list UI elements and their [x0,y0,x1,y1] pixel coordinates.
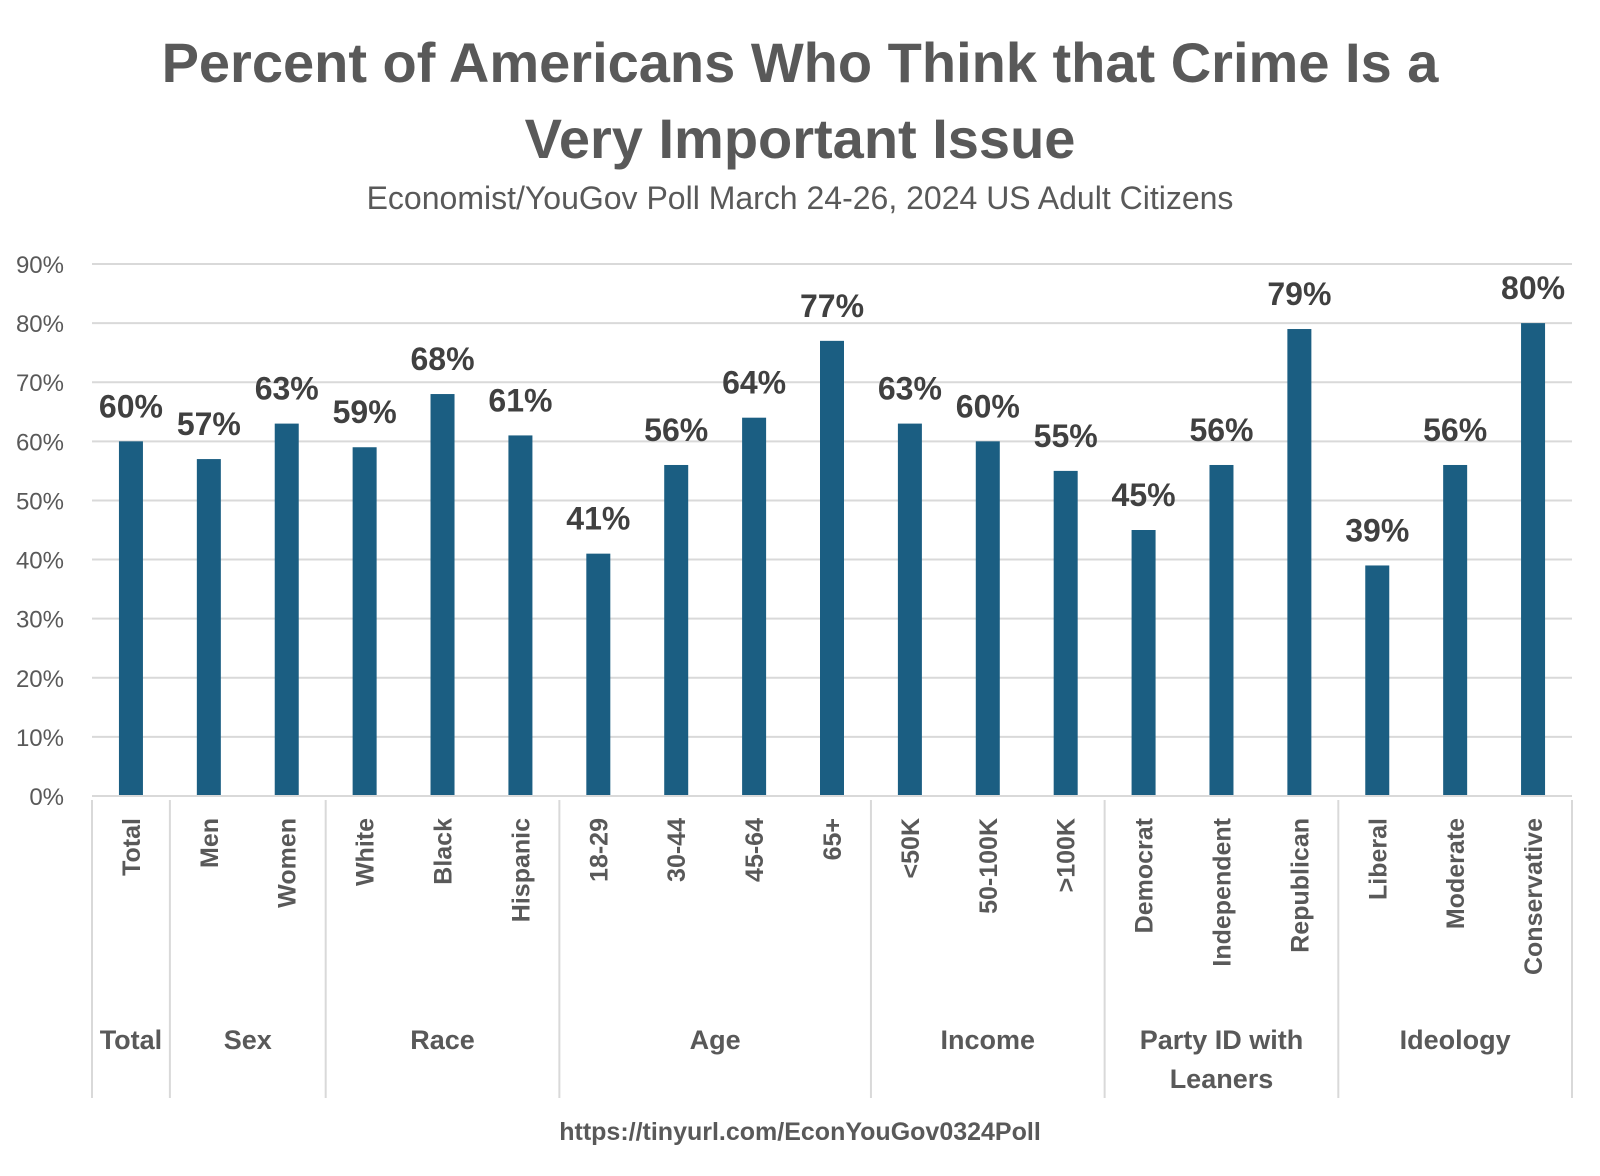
x-tick-label: <50K [897,818,925,878]
x-tick-label: Democrat [1131,817,1159,933]
bar [1365,565,1390,796]
group-label: Total [100,1025,163,1055]
bar [1443,464,1468,796]
y-tick-label: 50% [16,488,64,515]
data-label: 77% [800,288,864,324]
data-label: 61% [488,382,552,418]
data-label: 63% [878,371,942,407]
x-tick-label: 50-100K [975,818,1003,914]
y-tick-label: 0% [29,784,64,811]
group-label: Race [410,1025,475,1055]
data-label: 55% [1034,418,1098,454]
data-label: 80% [1501,270,1565,306]
chart-subtitle: Economist/YouGov Poll March 24-26, 2024 … [366,180,1234,216]
x-tick-label: Men [196,818,224,868]
bar [430,394,455,796]
data-label: 41% [566,501,630,537]
y-tick-label: 70% [16,370,64,397]
bar [118,441,143,796]
bar [1053,470,1078,796]
bar [508,435,533,796]
x-tick-label: Hispanic [507,818,535,922]
x-tick-label: 65+ [819,818,847,860]
bar [897,423,922,796]
x-tick-label: 18-29 [585,818,613,882]
x-tick-label: Independent [1208,817,1236,966]
bar [742,417,767,796]
x-tick-label: Black [430,818,458,885]
group-label: Income [941,1025,1036,1055]
chart-title-line-2: Very Important Issue [524,107,1076,170]
source-link: https://tinyurl.com/EconYouGov0324Poll [559,1118,1041,1146]
x-tick-label: Total [118,818,146,876]
x-tick-label: Moderate [1442,818,1470,929]
data-label: 45% [1112,477,1176,513]
x-tick-label: Republican [1286,818,1314,953]
x-tick-label: >100K [1053,818,1081,892]
data-label: 56% [1189,412,1253,448]
group-label: Sex [224,1025,272,1055]
x-tick-label: White [352,818,380,886]
data-label: 63% [255,371,319,407]
bar [820,340,844,796]
bar [1209,464,1234,796]
bar [352,447,377,796]
bar [196,459,221,796]
data-label: 56% [644,412,708,448]
data-label: 57% [177,406,241,442]
data-label: 39% [1345,512,1409,548]
bar [975,441,1000,796]
x-tick-label: Conservative [1520,818,1548,975]
data-label: 60% [99,388,163,424]
y-tick-label: 10% [16,725,64,752]
data-label: 56% [1423,412,1487,448]
bar [274,423,299,796]
x-tick-label: Women [274,818,302,908]
x-tick-label: Liberal [1364,818,1392,900]
x-tick-label: 30-44 [663,818,691,882]
y-tick-label: 40% [16,548,64,575]
bar [1521,323,1546,796]
x-tick-label: 45-64 [741,818,769,882]
bar [1131,530,1156,796]
data-label: 60% [956,388,1020,424]
bar [664,464,689,796]
y-tick-label: 20% [16,666,64,693]
y-tick-label: 80% [16,311,64,338]
data-label: 68% [411,341,475,377]
group-label: Party ID with [1140,1025,1304,1055]
y-tick-label: 60% [16,429,64,456]
data-label: 64% [722,365,786,401]
group-label: Leaners [1170,1064,1274,1094]
data-label: 79% [1267,276,1331,312]
bar [586,553,611,796]
chart-title-line-1: Percent of Americans Who Think that Crim… [161,31,1439,94]
group-label: Ideology [1400,1025,1511,1055]
bar [1287,329,1312,796]
y-tick-label: 30% [16,607,64,634]
y-tick-label: 90% [16,252,64,279]
group-label: Age [690,1025,741,1055]
data-label: 59% [333,394,397,430]
